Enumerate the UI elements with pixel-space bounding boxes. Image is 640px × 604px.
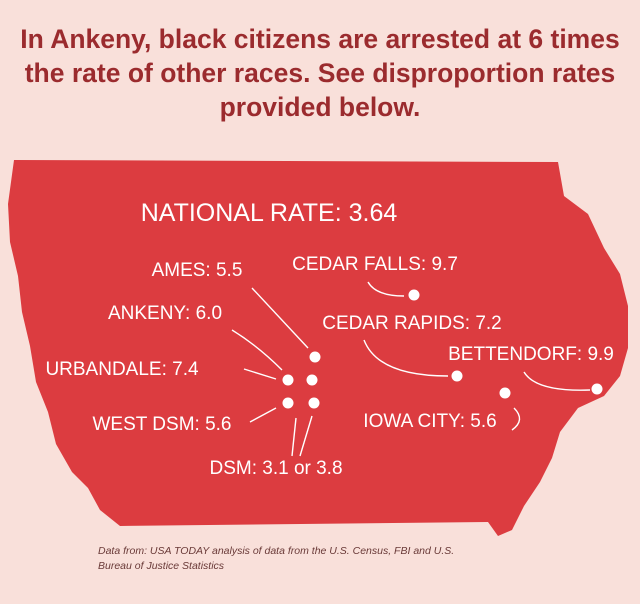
city-label-ankeny: ANKENY: 6.0 <box>108 303 222 324</box>
arrow-west-dsm <box>249 407 277 423</box>
city-label-ames: AMES: 5.5 <box>152 260 243 281</box>
city-label-cedar-falls: CEDAR FALLS: 9.7 <box>292 254 458 275</box>
ames-dot <box>309 351 321 363</box>
arrow-bettendorf <box>523 371 591 391</box>
arrow-iowa-city <box>511 407 521 431</box>
city-label-iowa-city: IOWA CITY: 5.6 <box>363 411 496 432</box>
city-label-west-dsm: WEST DSM: 5.6 <box>92 414 231 435</box>
source-note: Data from: USA TODAY analysis of data fr… <box>98 545 455 572</box>
city-label-bettendorf: BETTENDORF: 9.9 <box>448 344 614 365</box>
arrow-cedar-falls <box>367 281 405 297</box>
iowa-city-dot <box>499 387 511 399</box>
bettendorf-dot <box>591 383 603 395</box>
city-label-dsm: DSM: 3.1 or 3.8 <box>209 458 342 479</box>
arrow-dsm-1 <box>291 417 297 457</box>
arrow-urbandale <box>243 368 277 380</box>
national-rate-label: NATIONAL RATE: 3.64 <box>141 199 398 227</box>
ankeny-dot <box>306 374 318 386</box>
arrow-ankeny <box>231 329 283 371</box>
arrow-dsm-2 <box>299 415 313 457</box>
cedar-rapids-dot <box>451 370 463 382</box>
urbandale-dot <box>282 374 294 386</box>
dsm-dot <box>308 397 320 409</box>
city-label-urbandale: URBANDALE: 7.4 <box>45 359 199 380</box>
headline: In Ankeny, black citizens are arrested a… <box>20 24 620 122</box>
arrow-ames <box>251 287 309 349</box>
city-label-cedar-rapids: CEDAR RAPIDS: 7.2 <box>322 313 502 334</box>
arrow-cedar-rapids <box>363 339 449 377</box>
west-dsm-dot <box>282 397 294 409</box>
cedar-falls-dot <box>408 289 420 301</box>
iowa-state-shape <box>8 160 628 536</box>
